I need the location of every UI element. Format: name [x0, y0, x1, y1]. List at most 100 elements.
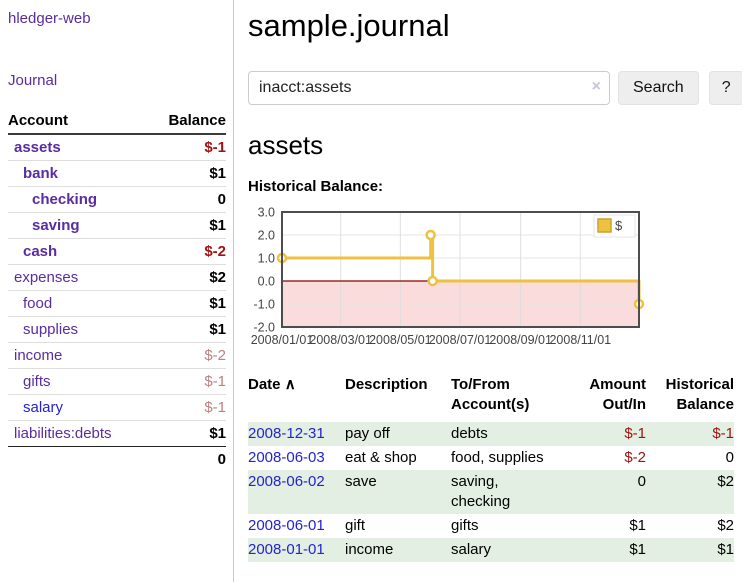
account-row: food $1 — [8, 290, 226, 317]
account-row: assets $-1 — [8, 134, 226, 161]
account-row: expenses $2 — [8, 264, 226, 291]
accounts-total-value: 0 — [217, 451, 226, 468]
help-button[interactable]: ? — [708, 71, 742, 105]
account-balance: $1 — [148, 212, 226, 239]
register-accounts-cell: food, supplies — [451, 449, 544, 466]
account-row: bank $1 — [8, 160, 226, 187]
account-balance: $-2 — [148, 342, 226, 369]
transaction-date-link[interactable]: 2008-06-02 — [248, 473, 325, 490]
amount-column-header: Amount Out/In — [589, 376, 646, 413]
register-table: Date ∧ Description To/From Account(s) Am… — [248, 373, 734, 562]
register-amount-cell: $-1 — [624, 425, 646, 442]
sidebar-account-link-gifts[interactable]: gifts — [23, 373, 51, 390]
accounts-table: Account Balance assets $-1 bank $1 checking 0… — [8, 109, 226, 472]
register-row: 2008-06-03 eat & shop food, supplies $-2 0 — [248, 446, 734, 470]
register-balance-cell: $2 — [717, 517, 734, 534]
main-content: sample.journal × Search ? assets Histori… — [234, 0, 742, 582]
account-balance: $-1 — [148, 394, 226, 421]
sidebar-account-link-salary[interactable]: salary — [23, 399, 64, 416]
account-balance: $1 — [148, 290, 226, 317]
register-row: 2008-06-01 gift gifts $1 $2 — [248, 514, 734, 538]
clear-search-icon[interactable]: × — [591, 78, 601, 95]
account-name-cell: food — [8, 290, 149, 317]
account-row: gifts $-1 — [8, 368, 226, 395]
register-row: 2008-12-31 pay off debts $-1 $-1 — [248, 422, 734, 446]
search-input[interactable] — [248, 71, 610, 105]
page-title: sample.journal — [248, 8, 450, 43]
transaction-date-link[interactable]: 2008-06-01 — [248, 517, 325, 534]
sidebar-account-link-bank[interactable]: bank — [23, 165, 59, 182]
sidebar-account-link-saving[interactable]: saving — [32, 217, 80, 234]
transaction-date-link[interactable]: 2008-01-01 — [248, 541, 325, 558]
data-point-marker — [425, 229, 436, 241]
x-tick-label: 2008/09/01 — [489, 333, 552, 347]
accounts-header-row: Account Balance — [8, 109, 226, 135]
account-balance: $1 — [148, 420, 226, 447]
sidebar-account-link-cash[interactable]: cash — [23, 243, 58, 260]
account-name-cell: expenses — [8, 264, 149, 291]
date-column-header[interactable]: Date ∧ — [248, 376, 296, 393]
plot-border — [281, 211, 640, 328]
balance-column-header-register: Historical Balance — [665, 376, 734, 413]
account-balance: $1 — [148, 160, 226, 187]
account-row: income $-2 — [8, 342, 226, 369]
account-row: saving $1 — [8, 212, 226, 239]
y-tick-label: -2.0 — [253, 321, 275, 335]
transaction-date-link[interactable]: 2008-06-03 — [248, 449, 325, 466]
sidebar-item-journal[interactable]: Journal — [8, 72, 58, 89]
description-column-header: Description — [345, 376, 428, 393]
account-heading: assets — [248, 130, 324, 160]
register-date-cell: 2008-12-31 — [248, 422, 345, 446]
account-name-cell: saving — [8, 212, 149, 239]
sidebar-account-link-expenses[interactable]: expenses — [14, 269, 79, 286]
chart-svg: 3.0 2.0 1.0 0.0 -1.0 -2.02008/01/012008/03/01… — [251, 206, 645, 347]
register-accounts-cell: salary — [451, 541, 492, 558]
sidebar: hledger-web Journal Account Balance asse… — [0, 0, 234, 582]
register-balance-cell: $-1 — [712, 425, 734, 442]
app-title-link[interactable]: hledger-web — [8, 10, 91, 27]
account-row: salary $-1 — [8, 394, 226, 421]
account-name-cell: checking — [8, 186, 149, 213]
sidebar-account-link-supplies[interactable]: supplies — [23, 321, 79, 338]
sidebar-account-link-liabilities-debts[interactable]: liabilities:debts — [14, 425, 112, 442]
account-balance: $-1 — [148, 134, 226, 161]
account-balance: $1 — [148, 316, 226, 343]
account-row: cash $-2 — [8, 238, 226, 265]
register-amount-cell: $-2 — [624, 449, 646, 466]
account-column-header: Account — [8, 109, 149, 135]
historical-balance-chart: 3.0 2.0 1.0 0.0 -1.0 -2.0 2008/01/01 2008/03/01… — [248, 204, 742, 358]
y-tick-label: -1.0 — [253, 298, 275, 312]
register-amount-cell: $1 — [629, 541, 646, 558]
register-balance-cell: $2 — [717, 473, 734, 490]
register-row: 2008-01-01 income salary $1 $1 — [248, 538, 734, 562]
y-tick-label: 1.0 — [258, 252, 275, 266]
register-row: 2008-06-02 save saving, checking 0 $2 — [248, 470, 734, 514]
sidebar-account-link-assets[interactable]: assets — [14, 139, 61, 156]
account-name-cell: gifts — [8, 368, 149, 395]
account-row: liabilities:debts $1 — [8, 420, 226, 447]
legend-label: $ — [615, 218, 623, 233]
account-balance: $2 — [148, 264, 226, 291]
register-balance-cell: $1 — [717, 541, 734, 558]
sidebar-account-link-checking[interactable]: checking — [32, 191, 98, 208]
register-accounts-cell: saving, checking — [451, 473, 511, 510]
sidebar-account-link-food[interactable]: food — [23, 295, 53, 312]
chart-title: Historical Balance: — [248, 178, 384, 195]
register-accounts-cell: debts — [451, 425, 488, 442]
register-description-cell: eat & shop — [345, 449, 417, 466]
search-button[interactable]: Search — [618, 71, 699, 105]
accounts-column-header: To/From Account(s) — [451, 376, 530, 413]
account-name-cell: supplies — [8, 316, 149, 343]
account-row: checking 0 — [8, 186, 226, 213]
x-tick-label: 2008/03/01 — [309, 333, 372, 347]
register-description-cell: income — [345, 541, 394, 558]
account-balance: 0 — [148, 186, 226, 213]
x-tick-label: 2008/01/01 — [251, 333, 314, 347]
legend-swatch — [597, 218, 612, 233]
sidebar-account-link-income[interactable]: income — [14, 347, 63, 364]
transaction-date-link[interactable]: 2008-12-31 — [248, 425, 325, 442]
balance-column-header: Balance — [148, 109, 226, 135]
data-point-marker — [427, 275, 438, 287]
account-name-cell: salary — [8, 394, 149, 421]
account-balance: $-2 — [148, 238, 226, 265]
